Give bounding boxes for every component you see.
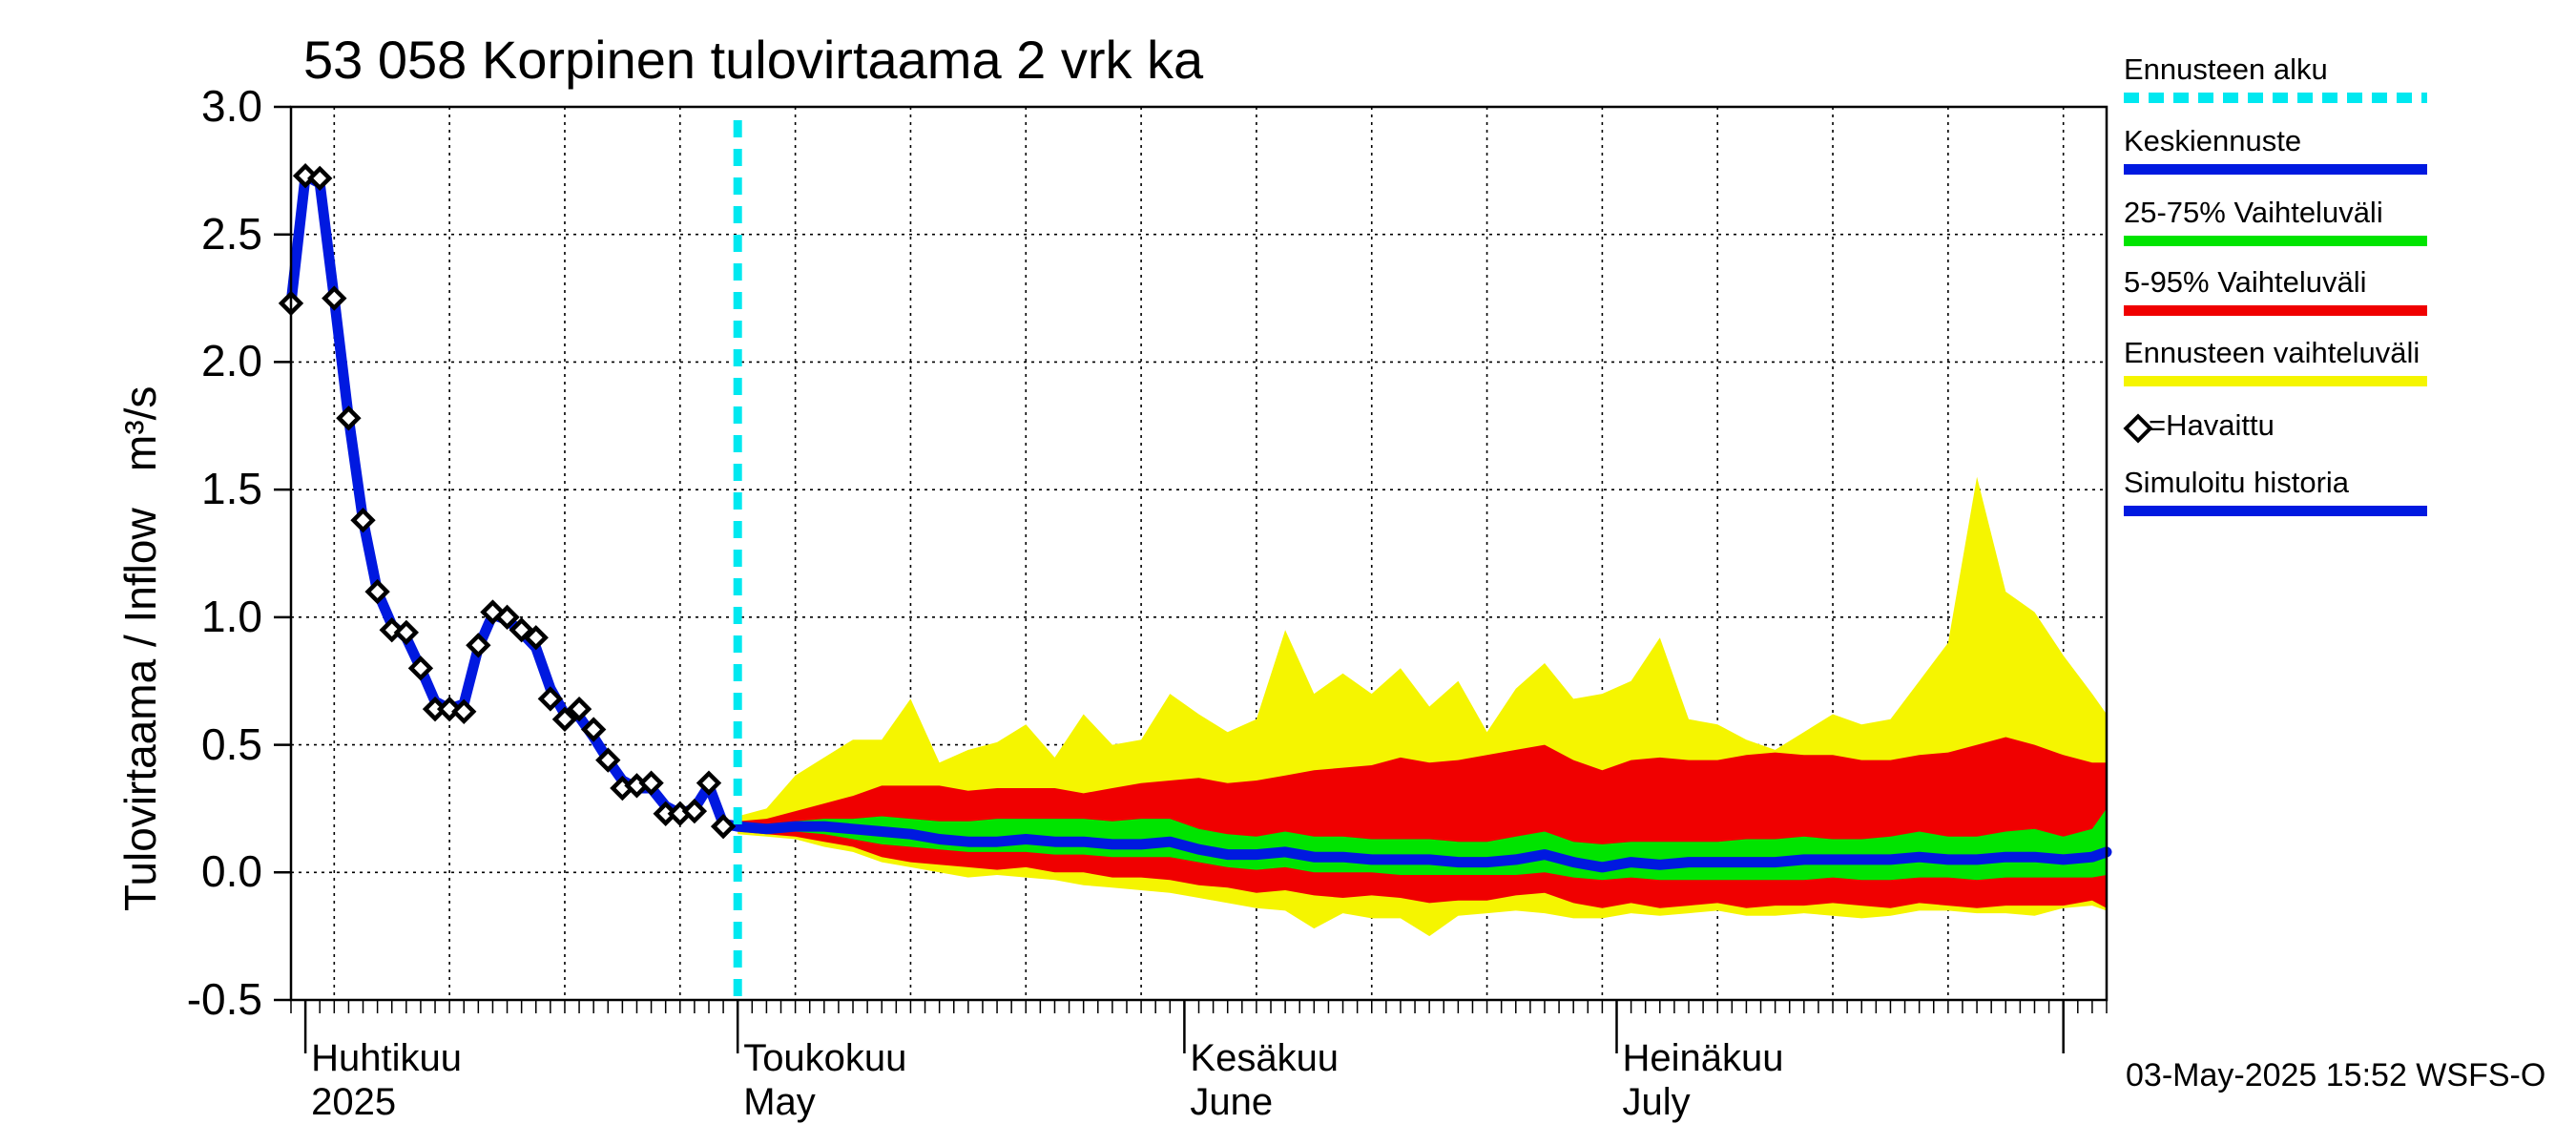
- observed-point: [379, 617, 405, 643]
- observed-point: [336, 406, 362, 431]
- month-label: Heinäkuu July: [1622, 1036, 1783, 1124]
- y-tick-label: -0.5: [186, 974, 262, 1024]
- observed-point: [350, 508, 376, 533]
- legend-label: Keskiennuste: [2124, 124, 2302, 157]
- month-label-en: May: [743, 1081, 816, 1123]
- median-forecast-line: [732, 821, 2112, 873]
- observed-point: [566, 696, 592, 722]
- month-label: Huhtikuu 2025: [311, 1036, 462, 1124]
- observed-point: [595, 747, 621, 773]
- observed-point: [681, 798, 708, 824]
- axis-ticks: [274, 105, 2108, 1053]
- legend-label: =Havaittu: [2149, 408, 2275, 442]
- forecast-bands: [737, 476, 2108, 937]
- month-label-en: June: [1190, 1081, 1274, 1123]
- y-tick-label: 1.0: [201, 591, 262, 641]
- observed-point: [523, 625, 549, 651]
- chart-title: 53 058 Korpinen tulovirtaama 2 vrk ka: [303, 30, 1204, 90]
- month-label: Kesäkuu June: [1190, 1036, 1339, 1124]
- legend-swatch: [2124, 506, 2427, 516]
- legend-swatch: [2124, 93, 2427, 103]
- legend-swatch: [2124, 164, 2427, 175]
- month-label-en: 2025: [311, 1081, 397, 1123]
- month-label-fi: Huhtikuu: [311, 1037, 462, 1079]
- observed-point: [364, 578, 390, 605]
- observed-point: [494, 604, 520, 631]
- observed-point: [393, 619, 420, 646]
- y-tick-label: 2.0: [201, 336, 262, 386]
- month-label-en: July: [1622, 1081, 1691, 1123]
- observed-point: [292, 163, 319, 189]
- observed-point: [638, 770, 664, 796]
- legend-label: 5-95% Vaihteluväli: [2124, 265, 2367, 299]
- observed-point: [407, 656, 434, 681]
- month-label-fi: Kesäkuu: [1190, 1037, 1340, 1079]
- y-tick-label: 2.5: [201, 208, 262, 259]
- observed-point: [551, 706, 578, 733]
- legend-swatch: [2124, 236, 2427, 246]
- y-tick-label: 1.5: [201, 464, 262, 514]
- observed-point: [537, 686, 564, 712]
- observed-point: [696, 770, 722, 796]
- simulated-history-line: [285, 170, 743, 832]
- observed-point: [509, 617, 534, 643]
- legend-swatch: [2124, 305, 2427, 316]
- y-tick-label: 0.0: [201, 846, 262, 897]
- y-tick-label: 3.0: [201, 81, 262, 131]
- observed-point: [710, 813, 737, 840]
- legend-label: Ennusteen alku: [2124, 52, 2328, 86]
- observed-markers: [278, 163, 737, 840]
- month-label: Toukokuu May: [743, 1036, 906, 1124]
- legend-swatch: [2124, 376, 2427, 386]
- timestamp-footer: 03-May-2025 15:52 WSFS-O: [2126, 1057, 2546, 1093]
- observed-point: [451, 698, 477, 724]
- y-tick-label: 0.5: [201, 718, 262, 769]
- observed-point: [580, 717, 607, 742]
- legend-label: Ennusteen vaihteluväli: [2124, 336, 2420, 369]
- observed-point: [466, 633, 491, 658]
- observed-point: [307, 165, 333, 192]
- legend-label: Simuloitu historia: [2124, 466, 2350, 499]
- legend-label: 25-75% Vaihteluväli: [2124, 196, 2383, 229]
- observed-point: [322, 285, 347, 311]
- month-label-fi: Heinäkuu: [1622, 1037, 1784, 1079]
- month-label-fi: Toukokuu: [743, 1037, 907, 1079]
